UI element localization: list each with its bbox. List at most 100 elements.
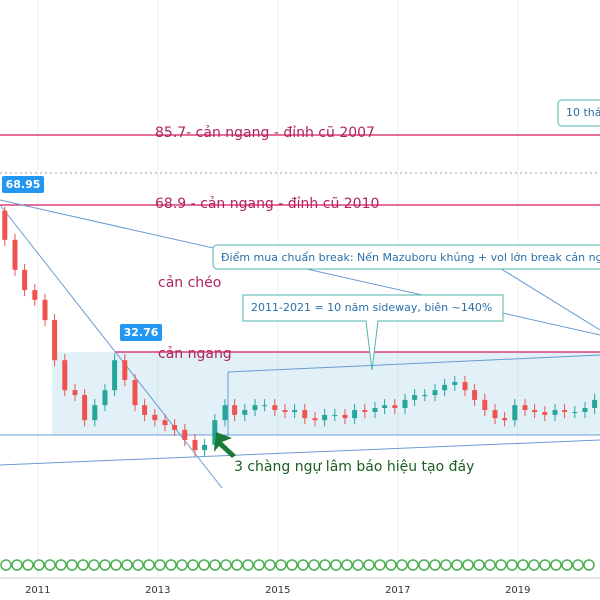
- x-tick-label: 2011: [25, 585, 50, 596]
- candle-body: [92, 405, 98, 421]
- candle-body: [362, 410, 368, 413]
- event-icon: [11, 559, 23, 571]
- event-icon: [429, 559, 441, 571]
- event-icon: [44, 559, 56, 571]
- event-icon: [77, 559, 89, 571]
- event-icon: [110, 559, 122, 571]
- candle-body: [2, 210, 8, 240]
- arrow-icon: [214, 432, 236, 458]
- event-icon: [407, 559, 419, 571]
- candle-body: [132, 380, 138, 406]
- candle-body: [112, 360, 118, 391]
- event-icon: [297, 559, 309, 571]
- event-icon: [88, 559, 100, 571]
- price-label-bg: [2, 176, 44, 193]
- candle-body: [352, 410, 358, 419]
- event-icon: [286, 559, 298, 571]
- callout-box: [557, 99, 600, 127]
- candle-body: [322, 414, 328, 421]
- candle-body: [452, 382, 458, 385]
- event-icon: [385, 559, 397, 571]
- event-icon: [66, 559, 78, 571]
- candle-body: [302, 410, 308, 419]
- candle-body: [422, 395, 428, 397]
- event-icon: [517, 559, 529, 571]
- candle-body: [122, 360, 128, 381]
- candle-body: [502, 418, 508, 421]
- event-icon: [99, 559, 111, 571]
- candle-body: [102, 390, 108, 406]
- candle-body: [312, 418, 318, 421]
- channel-line: [227, 354, 600, 373]
- event-icon: [198, 559, 210, 571]
- candle-body: [562, 410, 568, 413]
- event-icon: [539, 559, 551, 571]
- candle-body: [532, 410, 538, 413]
- candle-body: [272, 405, 278, 411]
- event-icon: [341, 559, 353, 571]
- candle-body: [512, 405, 518, 421]
- candle-body: [72, 390, 78, 396]
- event-icon: [462, 559, 474, 571]
- x-tick-label: 2013: [145, 585, 170, 596]
- event-icon: [253, 559, 265, 571]
- candle-body: [252, 405, 258, 411]
- annotation: cản ngang: [158, 346, 232, 362]
- candles: [2, 206, 598, 457]
- event-icon: [308, 559, 320, 571]
- candle-body: [472, 390, 478, 400]
- callout-text: Điểm mua chuẩn break: Nến Mazuboru khủng…: [221, 251, 600, 264]
- event-icon: [275, 559, 287, 571]
- event-icon: [572, 559, 584, 571]
- event-icon: [363, 559, 375, 571]
- candle-body: [552, 410, 558, 415]
- candle-body: [222, 405, 228, 421]
- callout-text: 2011-2021 = 10 năm sideway, biên ~140%: [251, 301, 492, 314]
- event-icon: [264, 559, 276, 571]
- candle-body: [52, 320, 58, 361]
- candle-body: [282, 410, 288, 413]
- price-label: 68.95: [6, 178, 41, 191]
- candle-body: [582, 408, 588, 413]
- trend-line: [489, 261, 600, 331]
- event-icon: [319, 559, 331, 571]
- x-tick-label: 2017: [385, 585, 410, 596]
- annotation: 68.9 - cản ngang - đỉnh cũ 2010: [155, 196, 379, 212]
- event-icons: [0, 559, 595, 571]
- event-icon: [506, 559, 518, 571]
- candle-body: [342, 414, 348, 419]
- event-icon: [220, 559, 232, 571]
- candle-body: [192, 440, 198, 451]
- candle-body: [182, 429, 188, 441]
- candle-body: [592, 399, 598, 409]
- event-icon: [352, 559, 364, 571]
- x-tick-label: 2015: [265, 585, 290, 596]
- candle-body: [82, 395, 88, 421]
- sideway-box: [52, 352, 600, 435]
- annotation: cản chéo: [158, 275, 221, 291]
- price-label-bg: [120, 324, 162, 341]
- annotation: 3 chàng ngự lâm báo hiệu tạo đáy: [234, 459, 474, 475]
- candle-body: [162, 420, 168, 426]
- candle-body: [172, 425, 178, 430]
- candle-body: [392, 405, 398, 409]
- event-icon: [330, 559, 342, 571]
- event-icon: [440, 559, 452, 571]
- candle-body: [442, 384, 448, 391]
- candle-body: [402, 399, 408, 409]
- candle-body: [12, 239, 18, 270]
- candle-body: [462, 382, 468, 391]
- event-icon: [561, 559, 573, 571]
- event-icon: [495, 559, 507, 571]
- candle-body: [32, 290, 38, 300]
- callout-box: [242, 294, 504, 371]
- candle-body: [262, 405, 268, 407]
- candle-body: [522, 405, 528, 411]
- candle-body: [382, 405, 388, 409]
- event-icon: [451, 559, 463, 571]
- event-icon: [242, 559, 254, 571]
- event-icon: [374, 559, 386, 571]
- candle-body: [292, 410, 298, 413]
- event-icon: [484, 559, 496, 571]
- event-icon: [209, 559, 221, 571]
